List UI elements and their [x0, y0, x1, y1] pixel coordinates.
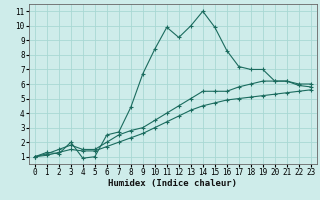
X-axis label: Humidex (Indice chaleur): Humidex (Indice chaleur): [108, 179, 237, 188]
